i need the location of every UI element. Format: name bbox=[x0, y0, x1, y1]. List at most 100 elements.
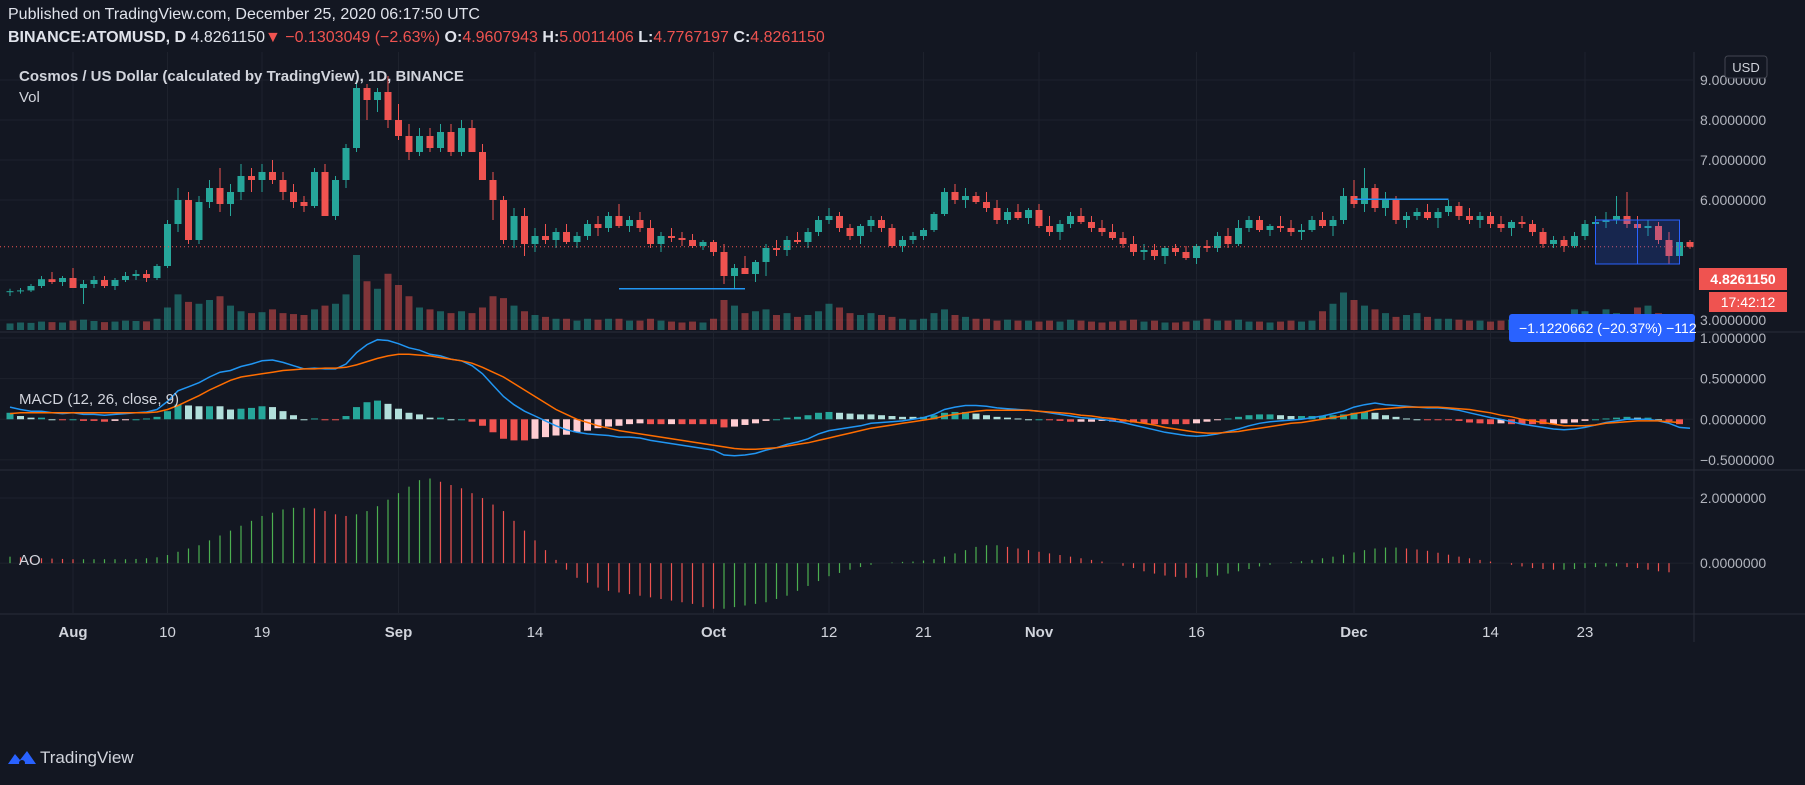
candle-body bbox=[1665, 240, 1673, 256]
volume-bar bbox=[1445, 318, 1452, 330]
symbol-name[interactable]: BINANCE:ATOMUSD, D bbox=[8, 29, 187, 46]
candle-body bbox=[384, 92, 392, 120]
volume-bar bbox=[1203, 318, 1211, 330]
macd-hist-bar bbox=[1560, 419, 1568, 424]
macd-hist-bar bbox=[1298, 416, 1305, 420]
macd-hist-bar bbox=[6, 412, 14, 420]
volume-bar bbox=[1298, 321, 1305, 330]
volume-bar bbox=[762, 309, 770, 330]
volume-bar bbox=[311, 309, 318, 330]
chart-area[interactable]: 9.00000008.00000007.00000006.00000004.00… bbox=[0, 52, 1805, 742]
volume-bar bbox=[1077, 320, 1085, 330]
volume-bar bbox=[1140, 321, 1148, 330]
candle-body bbox=[521, 216, 528, 244]
chart-overlay bbox=[0, 198, 1694, 290]
macd-hist-bar bbox=[153, 416, 161, 420]
volume-bar bbox=[363, 281, 371, 330]
date-tick-label: Sep bbox=[385, 624, 413, 641]
candle-body bbox=[1109, 232, 1116, 238]
candle-body bbox=[783, 240, 791, 250]
volume-bar bbox=[1266, 322, 1274, 330]
volume-bar bbox=[6, 323, 14, 330]
ao-tick-label: 2.0000000 bbox=[1700, 490, 1766, 506]
macd-hist-bar bbox=[132, 419, 140, 421]
macd-hist-bar bbox=[1256, 414, 1263, 420]
volume-bar bbox=[752, 311, 759, 330]
volume-bar bbox=[489, 296, 497, 330]
macd-hist-bar bbox=[794, 416, 801, 420]
candle-body bbox=[1130, 244, 1137, 252]
volume-bar bbox=[930, 313, 938, 330]
candle-body bbox=[1361, 188, 1368, 204]
close-value: 4.8261150 bbox=[750, 29, 825, 46]
macd-hist-bar bbox=[195, 406, 203, 420]
candle-body bbox=[1172, 248, 1179, 252]
macd-hist-bar bbox=[857, 414, 864, 420]
candle-body bbox=[269, 172, 276, 180]
chart-svg[interactable]: 9.00000008.00000007.00000006.00000004.00… bbox=[0, 52, 1805, 742]
candle-body bbox=[353, 88, 360, 148]
macd-hist-bar bbox=[437, 417, 444, 420]
macd-hist-bar bbox=[101, 419, 108, 422]
macd-hist-bar bbox=[710, 419, 717, 425]
candle-body bbox=[909, 236, 917, 240]
volume-bar bbox=[416, 307, 423, 330]
macd-hist-bar bbox=[17, 416, 24, 420]
volume-label: Vol bbox=[19, 89, 40, 106]
macd-hist-bar bbox=[1361, 411, 1368, 420]
volume-bar bbox=[531, 315, 539, 330]
candle-body bbox=[731, 268, 738, 276]
volume-bar bbox=[825, 303, 833, 330]
currency-box[interactable] bbox=[1724, 55, 1768, 79]
volume-bar bbox=[951, 315, 959, 330]
macd-hist-bar bbox=[384, 403, 392, 420]
macd-hist-bar bbox=[584, 419, 591, 431]
candle-body bbox=[38, 279, 45, 286]
macd-hist-bar bbox=[500, 419, 507, 439]
macd-hist-bar bbox=[269, 407, 276, 420]
candle-body bbox=[17, 290, 24, 292]
macd-hist-bar bbox=[1571, 419, 1578, 423]
volume-bar bbox=[573, 320, 581, 330]
candle-body bbox=[1004, 212, 1011, 220]
volume-bar bbox=[332, 303, 339, 330]
volume-bar bbox=[647, 318, 654, 330]
macd-hist-bar bbox=[1067, 419, 1074, 422]
macd-hist-bar bbox=[647, 419, 654, 425]
volume-bar bbox=[1466, 320, 1473, 330]
macd-hist-bar bbox=[1140, 419, 1148, 424]
volume-bar bbox=[626, 320, 633, 330]
candle-body bbox=[510, 216, 518, 240]
macd-hist-bar bbox=[1424, 419, 1431, 421]
candle-body bbox=[794, 240, 801, 242]
volume-bar bbox=[1350, 300, 1358, 330]
volume-bar bbox=[206, 300, 213, 330]
macd-hist-bar bbox=[300, 419, 308, 421]
macd-hist-bar bbox=[405, 412, 413, 420]
macd-hist-bar bbox=[374, 400, 381, 420]
candle-body bbox=[1140, 250, 1148, 252]
volume-bar bbox=[836, 307, 843, 330]
macd-hist-bar bbox=[909, 416, 917, 420]
candle-body bbox=[857, 226, 864, 236]
candle-body bbox=[1340, 196, 1347, 220]
candle-body bbox=[1413, 212, 1421, 216]
candle-body bbox=[1077, 216, 1085, 222]
volume-bar bbox=[237, 311, 245, 330]
candle-body bbox=[542, 236, 549, 240]
volume-bar bbox=[1371, 309, 1379, 330]
chart-background bbox=[0, 52, 1805, 742]
volume-bar bbox=[1130, 319, 1137, 330]
volume-bar bbox=[1382, 313, 1389, 330]
candle-body bbox=[468, 128, 476, 152]
candle-body bbox=[1476, 216, 1484, 220]
macd-hist-bar bbox=[594, 419, 602, 429]
brand-name[interactable]: TradingView bbox=[40, 748, 134, 767]
macd-hist-bar bbox=[1581, 419, 1589, 421]
candle-body bbox=[741, 268, 749, 274]
candle-body bbox=[888, 228, 896, 246]
candlesticks bbox=[6, 76, 1694, 304]
volume-bar bbox=[1287, 320, 1295, 330]
volume-bar bbox=[1046, 320, 1053, 330]
macd-hist-bar bbox=[657, 419, 665, 425]
